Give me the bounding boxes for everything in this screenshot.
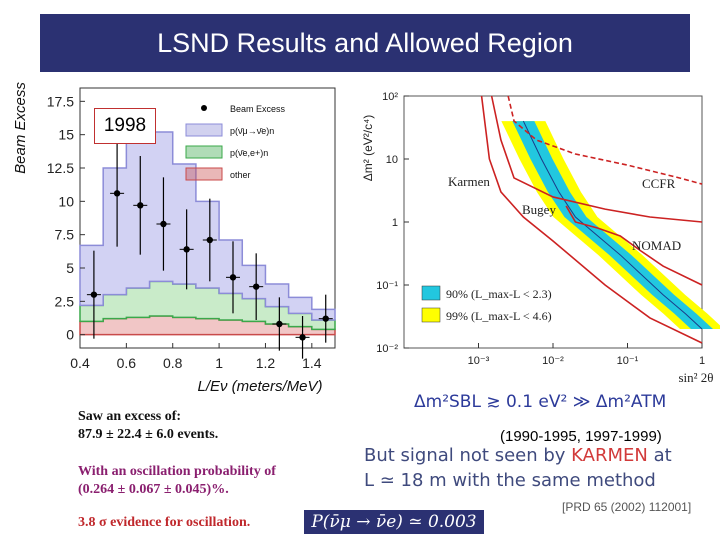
hist-pen [79, 131, 336, 321]
mass-splitting-formula: Δm²SBL ≳ 0.1 eV² ≫ Δm²ATM [414, 392, 667, 412]
karmen-note-part2: at [647, 445, 672, 466]
x-tick-label-0: 0.4 [70, 355, 90, 371]
curve-label-bugey: Bugey [522, 202, 556, 217]
notes-line-4: (0.264 ± 0.067 ± 0.045)%. [78, 482, 229, 497]
r-y-tick-label-1: 10⁻¹ [376, 280, 398, 292]
r-legend-swatch-1 [421, 307, 441, 323]
r-y-axis-label: Δm² (eV²/c⁴) [361, 115, 375, 182]
x-tick-label-4: 1.2 [256, 355, 276, 371]
title-bar: LSND Results and Allowed Region [40, 14, 690, 72]
legend-marker-0 [201, 105, 207, 111]
data-point-2 [137, 202, 144, 209]
x-tick-label-5: 1.4 [302, 355, 322, 371]
band-center-line [522, 120, 703, 330]
y-tick-label-5: 12.5 [47, 160, 74, 176]
data-point-10 [322, 315, 329, 322]
y-tick-label-7: 17.5 [47, 93, 74, 109]
band-90 [512, 121, 713, 330]
notes-line-1: Saw an excess of: [78, 409, 182, 424]
curve-label-ccfr: CCFR [642, 176, 676, 191]
probability-box: P(ν̄μ → ν̄e) ≃ 0.003 [304, 510, 484, 534]
karmen-name: KARMEN [571, 445, 648, 466]
y-axis-label: Beam Excess [12, 82, 29, 174]
y-tick-label-0: 0 [66, 327, 74, 343]
curve-karmen [480, 95, 703, 344]
r-y-tick-label-3: 10 [386, 154, 398, 166]
x-tick-label-3: 1 [215, 355, 223, 371]
curve-label-nomad: NOMAD [632, 238, 681, 253]
notes-line-3: With an oscillation probability of [78, 464, 276, 479]
r-y-tick-label-2: 1 [392, 217, 398, 229]
y-tick-label-4: 10 [58, 193, 74, 209]
legend-label-3: other [230, 170, 251, 180]
legend-label-2: p(ν̄e,e+)n [230, 148, 268, 158]
legend-label-0: Beam Excess [230, 104, 286, 114]
r-legend-swatch-0 [421, 285, 441, 301]
data-point-7 [252, 283, 260, 290]
r-x-tick-label-1: 10⁻² [542, 355, 564, 367]
x-tick-label-1: 0.6 [117, 355, 137, 371]
notes-line-2: 87.9 ± 22.4 ± 6.0 events. [78, 427, 219, 442]
data-point-8 [276, 320, 283, 328]
r-legend-label-0: 90% (L_max-L < 2.3) [446, 287, 552, 301]
data-point-3 [160, 220, 167, 228]
notes-line-5: 3.8 σ evidence for oscillation. [78, 515, 251, 530]
r-y-tick-label-0: 10⁻² [376, 343, 398, 355]
r-y-tick-label-4: 10² [382, 91, 398, 103]
r-x-tick-label-0: 10⁻³ [468, 355, 490, 367]
r-x-tick-label-2: 10⁻¹ [617, 355, 639, 367]
y-tick-label-3: 7.5 [55, 227, 75, 243]
legend-swatch-1 [185, 123, 223, 137]
r-legend-label-1: 99% (L_max-L < 4.6) [446, 309, 552, 323]
data-point-6 [229, 274, 237, 281]
r-x-tick-label-3: 1 [699, 355, 705, 367]
curve-nomad [490, 95, 703, 223]
data-point-1 [113, 190, 121, 197]
legend-swatch-2 [185, 145, 223, 159]
y-tick-label-1: 2.5 [55, 293, 75, 309]
x-tick-label-2: 0.8 [163, 355, 183, 371]
legend-swatch-3 [185, 167, 223, 181]
legend-label-1: p(ν̄μ→ν̄e)n [230, 126, 274, 136]
y-tick-label-2: 5 [66, 260, 74, 276]
beam-excess-chart: 0 2.5 5 7.5 10 12.5 15 17.5 0.4 0.6 0.8 1 1.2 1.4 L/Eν… [12, 82, 336, 395]
data-point-0 [90, 291, 98, 298]
year-label: 1998 [94, 108, 156, 144]
karmen-note-line2: L ≃ 18 m with the same method [364, 470, 656, 491]
karmen-note-part1: But signal not seen by [364, 445, 572, 466]
karmen-note: But signal not seen by KARMEN at L ≃ 18 … [364, 443, 704, 493]
x-axis-label: L/Eν (meters/MeV) [197, 378, 322, 395]
curve-label-karmen: Karmen [448, 174, 490, 189]
reference: [PRD 65 (2002) 112001] [562, 500, 692, 514]
y-tick-label-6: 15 [58, 127, 74, 143]
data-point-9 [299, 334, 306, 341]
slide-title: LSND Results and Allowed Region [157, 27, 573, 58]
curve-ccfr [507, 95, 703, 185]
data-point-5 [206, 236, 214, 244]
curve-bugey [565, 205, 703, 286]
allowed-region-chart: Karmen Bugey CCFR NOMAD 10⁻² 10⁻¹ 1 10 10² 10⁻³ 10… [361, 91, 720, 385]
run-dates: (1990-1995, 1997-1999) [500, 428, 662, 445]
data-point-4 [183, 246, 190, 253]
r-x-axis-label: sin² 2θ [678, 370, 713, 385]
